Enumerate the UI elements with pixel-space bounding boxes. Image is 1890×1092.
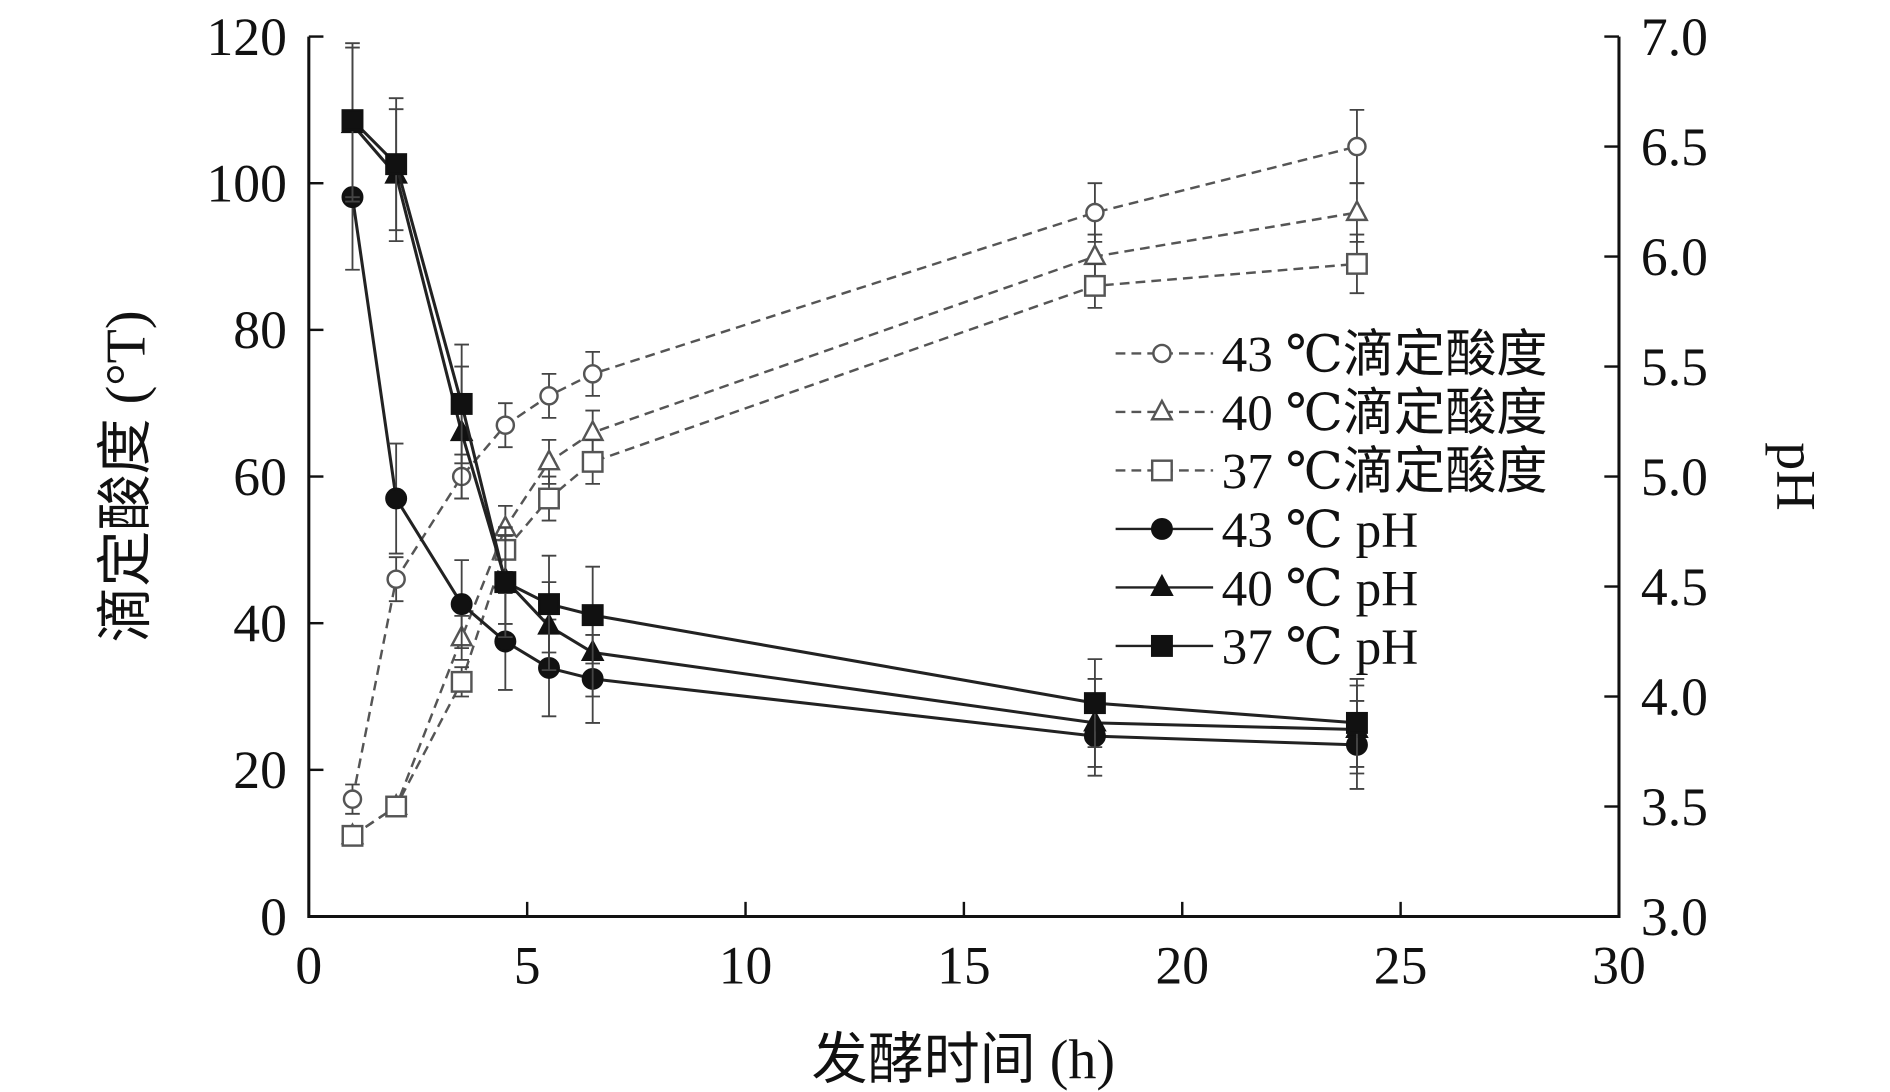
y-tick-label: 100 xyxy=(206,154,286,214)
x-tick-label: 25 xyxy=(1374,936,1428,996)
y2-tick-label: 3.0 xyxy=(1641,887,1708,947)
y2-tick-label: 5.0 xyxy=(1641,447,1708,507)
data-point xyxy=(1083,692,1106,715)
y-tick-label: 120 xyxy=(206,7,286,67)
y-tick-label: 80 xyxy=(233,300,287,360)
data-point xyxy=(494,571,517,594)
data-point xyxy=(582,364,603,384)
data-point xyxy=(385,487,408,510)
series-5 xyxy=(341,42,1368,768)
legend-label: 43 ℃ pH xyxy=(1222,502,1419,559)
legend-marker xyxy=(1152,343,1172,364)
data-point xyxy=(385,795,408,818)
series-1 xyxy=(340,182,1369,845)
y-tick-label: 40 xyxy=(233,593,287,653)
data-point xyxy=(450,670,473,693)
data-point xyxy=(341,109,364,132)
y2-tick-label: 4.5 xyxy=(1641,557,1708,617)
data-point xyxy=(581,604,604,627)
data-point xyxy=(1345,198,1369,222)
legend-label: 40 ℃滴定酸度 xyxy=(1222,385,1548,442)
series-line xyxy=(351,123,1357,732)
data-point xyxy=(342,789,363,809)
data-point xyxy=(1085,202,1105,223)
x-tick-label: 30 xyxy=(1592,936,1646,996)
legend-label: 37 ℃滴定酸度 xyxy=(1222,444,1548,501)
y2-tick-label: 4.0 xyxy=(1641,667,1708,727)
x-axis-label: 发酵时间 (h) xyxy=(812,1030,1116,1092)
legend-marker xyxy=(1150,573,1174,596)
series-4 xyxy=(340,46,1369,775)
y2-tick-label: 6.5 xyxy=(1641,117,1708,177)
x-tick-label: 15 xyxy=(937,936,991,996)
series-line xyxy=(351,262,1358,837)
x-tick-label: 20 xyxy=(1155,936,1209,996)
y-tick-label: 0 xyxy=(260,887,287,947)
data-point xyxy=(1345,711,1368,734)
data-point xyxy=(386,569,406,589)
data-point xyxy=(341,824,364,847)
axes: 0 5 10 15 20 25 30 0 20 40 60 80 100 120 3.0 3.5 4.0 4.5 5… xyxy=(206,7,1707,996)
y-tick-label: 60 xyxy=(233,447,287,507)
series-line xyxy=(350,196,1357,747)
x-tick-label: 0 xyxy=(295,936,322,996)
data-point xyxy=(385,153,408,176)
y2-tick-label: 3.5 xyxy=(1641,777,1708,837)
series-line xyxy=(351,145,1358,800)
series-line xyxy=(351,211,1358,837)
y-axis-label: 滴定酸度 (°T) xyxy=(95,310,157,642)
series-2 xyxy=(341,233,1368,847)
series-group xyxy=(340,42,1369,847)
legend-marker xyxy=(1150,634,1173,657)
legend-marker xyxy=(1150,459,1173,482)
data-point xyxy=(450,593,473,616)
series-line xyxy=(351,119,1358,725)
data-point xyxy=(495,415,516,435)
data-point xyxy=(539,386,559,406)
data-point xyxy=(538,487,560,510)
data-point xyxy=(450,392,473,415)
data-point xyxy=(580,418,605,442)
y2-tick-label: 7.0 xyxy=(1641,7,1708,67)
legend-label: 37 ℃ pH xyxy=(1222,619,1419,676)
y-tick-label: 20 xyxy=(233,740,287,800)
data-point xyxy=(581,450,604,473)
y2-tick-label: 5.5 xyxy=(1641,337,1708,397)
legend-marker xyxy=(1150,517,1173,540)
legend-marker xyxy=(1150,398,1174,421)
legend-label: 43 ℃滴定酸度 xyxy=(1222,327,1548,384)
legend-label: 40 ℃ pH xyxy=(1222,561,1419,618)
x-tick-label: 5 xyxy=(514,936,541,996)
data-point xyxy=(1347,136,1367,157)
y2-tick-label: 6.0 xyxy=(1641,227,1708,287)
x-tick-label: 10 xyxy=(719,936,773,996)
data-point xyxy=(538,593,560,616)
y2-axis-label: pH xyxy=(1764,442,1826,511)
data-point xyxy=(537,448,561,471)
data-point xyxy=(1083,274,1106,297)
data-point xyxy=(1345,252,1368,275)
